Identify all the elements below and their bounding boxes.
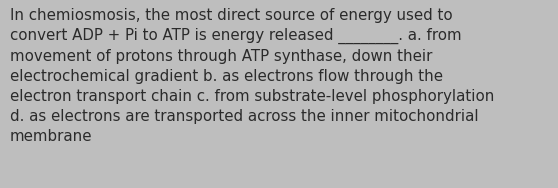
Text: In chemiosmosis, the most direct source of energy used to
convert ADP + Pi to AT: In chemiosmosis, the most direct source …: [10, 8, 494, 144]
